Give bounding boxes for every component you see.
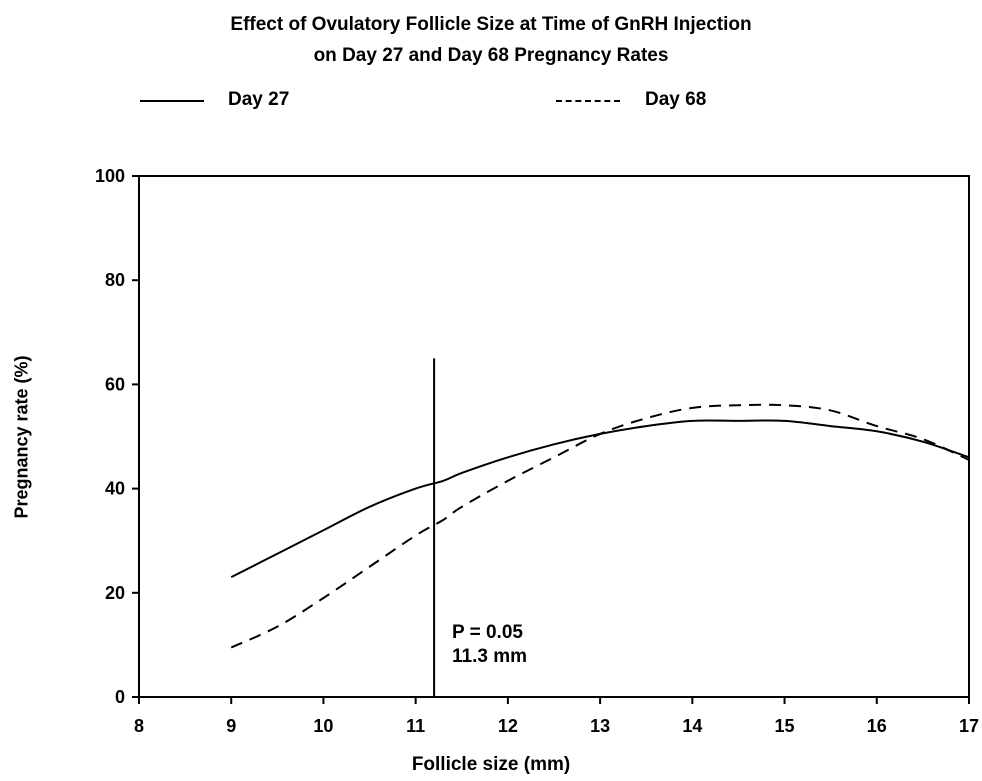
- chart-subtitle: on Day 27 and Day 68 Pregnancy Rates: [313, 45, 669, 66]
- x-tick-label-13: 13: [590, 716, 610, 736]
- legend-label-day-68: Day 68: [645, 89, 707, 110]
- legend-swatch-day-27: [140, 100, 204, 102]
- annotation-threshold-size: 11.3 mm: [452, 646, 527, 667]
- annotation-p-value: P = 0.05: [452, 622, 523, 643]
- y-tick-label-40: 40: [105, 479, 125, 499]
- x-tick-label-8: 8: [134, 716, 144, 736]
- x-tick-label-14: 14: [682, 716, 702, 736]
- y-tick-label-60: 60: [105, 374, 125, 394]
- y-tick-label-80: 80: [105, 270, 125, 290]
- x-tick-label-10: 10: [313, 716, 333, 736]
- x-tick-label-16: 16: [867, 716, 887, 736]
- y-tick-label-100: 100: [95, 166, 125, 186]
- x-tick-label-11: 11: [406, 716, 425, 736]
- legend-swatch-day-68: [556, 100, 620, 102]
- series-line-day-27: [230, 419, 970, 579]
- plot-frame: [138, 175, 970, 698]
- x-tick-label-15: 15: [775, 716, 795, 736]
- y-tick-label-20: 20: [105, 583, 125, 603]
- x-tick-label-12: 12: [498, 716, 518, 736]
- legend-label-day-27: Day 27: [228, 89, 290, 110]
- chart-title: Effect of Ovulatory Follicle Size at Tim…: [230, 14, 752, 35]
- x-tick-label-9: 9: [226, 716, 236, 736]
- y-axis-label: Pregnancy rate (%): [11, 355, 32, 519]
- y-tick-label-0: 0: [115, 687, 125, 707]
- x-tick-label-17: 17: [959, 716, 979, 736]
- x-axis-label: Follicle size (mm): [411, 754, 571, 775]
- series-line-day-68: [230, 403, 970, 649]
